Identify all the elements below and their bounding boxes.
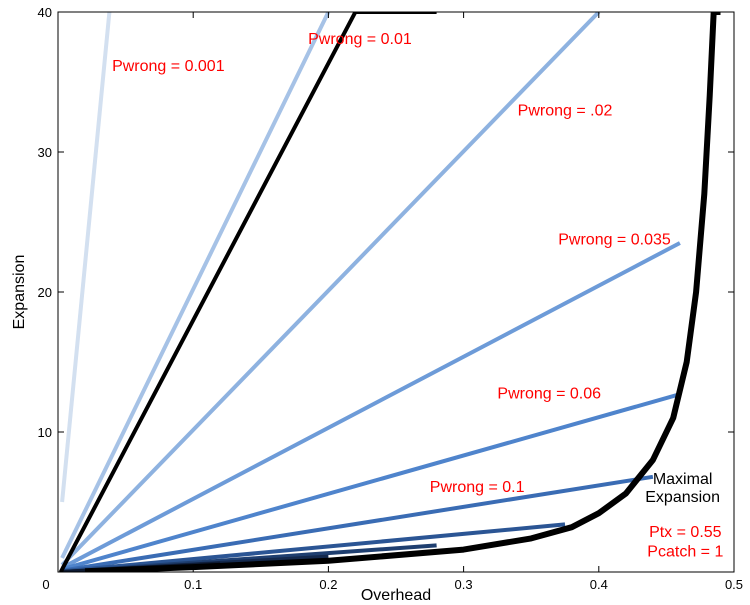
x-tick-label: 0.5 [725, 577, 743, 592]
y-tick-label: 10 [38, 425, 52, 440]
y-tick-label: 30 [38, 145, 52, 160]
plot-lines [58, 12, 721, 572]
series-line-3 [60, 12, 601, 567]
annotation-label: Pwrong = .02 [518, 103, 613, 120]
x-tick-label: 0.4 [590, 577, 608, 592]
x-tick-label: 0.1 [184, 577, 202, 592]
x-tick-label: 0.2 [319, 577, 337, 592]
series-line-7 [61, 522, 566, 572]
annotation-label: Expansion [645, 489, 720, 506]
axis-tick-labels: 0 0.1 0.2 0.3 0.4 0.5 10 20 30 40 [38, 5, 744, 592]
annotation-label: Pcatch = 1 [647, 544, 723, 561]
series-line-11 [58, 12, 437, 572]
annotation-label: Pwrong = 0.01 [308, 31, 412, 48]
series-line-1 [60, 12, 112, 503]
series-line-5 [61, 392, 681, 572]
annotation-label: Pwrong = 0.035 [558, 231, 671, 248]
annotation-label: Pwrong = 0.1 [430, 479, 525, 496]
y-tick-label: 40 [38, 5, 52, 20]
series-line-2 [60, 12, 331, 559]
axis-ticks [57, 11, 735, 572]
maximal-expansion-curve [84, 12, 721, 572]
x-tick-label: 0.3 [455, 577, 473, 592]
x-tick-label: 0 [42, 577, 49, 592]
annotation-label: Maximal [653, 471, 713, 488]
y-tick-label: 20 [38, 285, 52, 300]
annotations: Pwrong = 0.001 Pwrong = 0.01 Pwrong = .02 P… [112, 31, 723, 560]
annotation-label: Pwrong = 0.06 [497, 385, 601, 402]
x-axis-label: Overhead [361, 587, 431, 604]
y-axis-label: Expansion [11, 255, 28, 330]
series-line-4 [61, 241, 681, 570]
annotation-label: Pwrong = 0.001 [112, 58, 225, 75]
annotation-label: Ptx = 0.55 [649, 524, 722, 541]
series-line-6 [61, 474, 654, 572]
